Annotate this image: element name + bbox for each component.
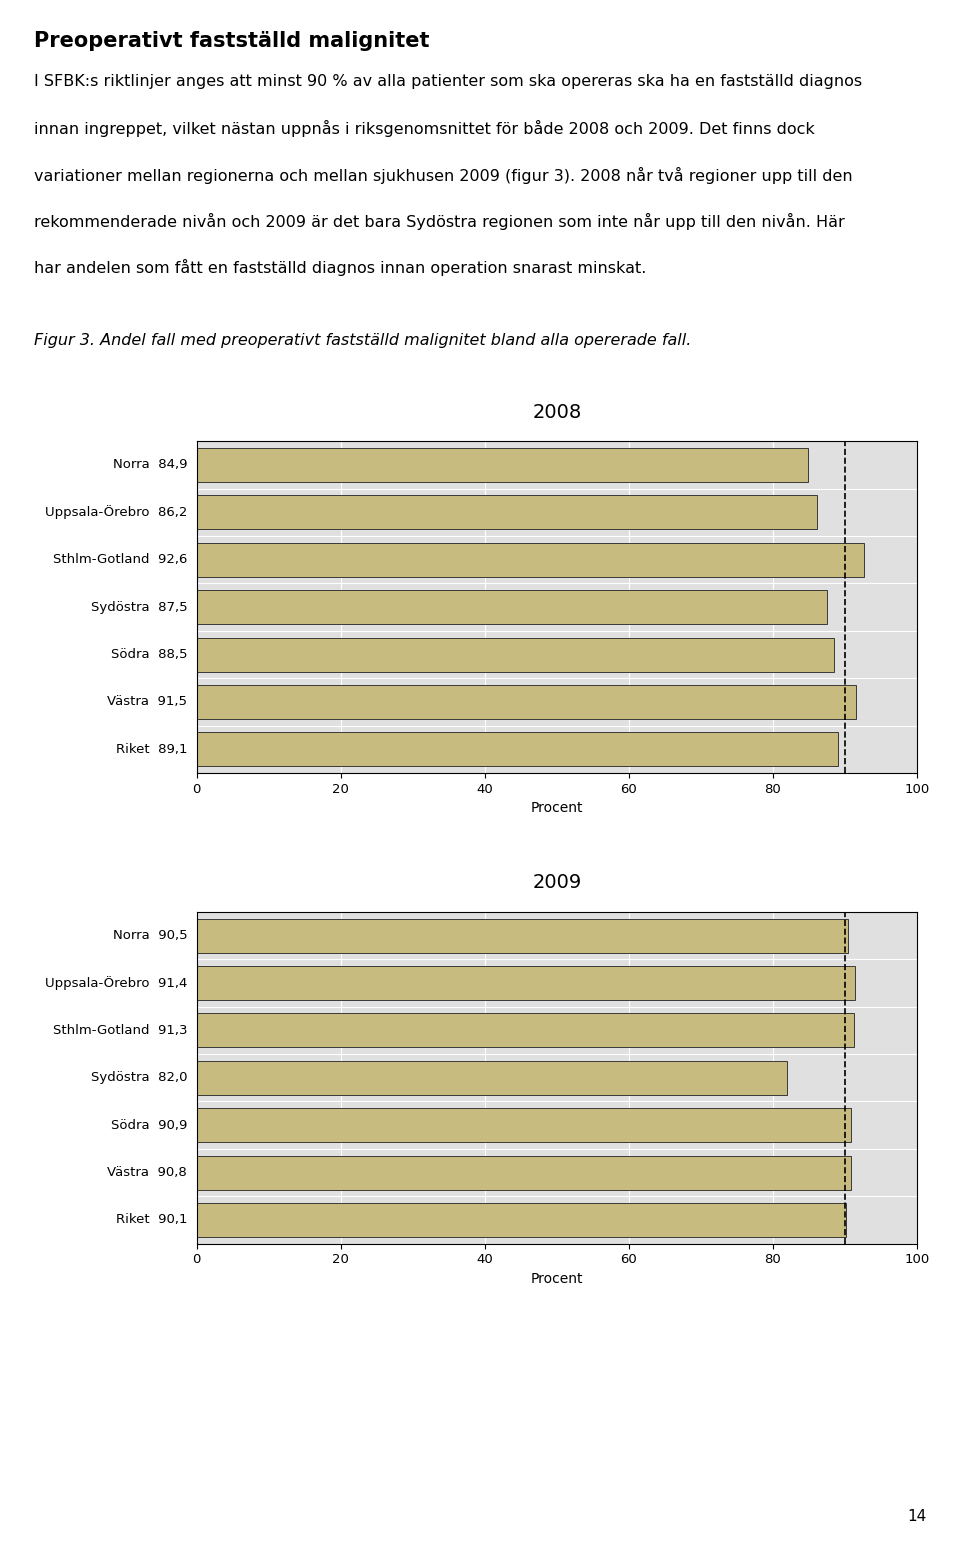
Text: Riket  89,1: Riket 89,1: [116, 742, 187, 756]
Text: Uppsala-Örebro  91,4: Uppsala-Örebro 91,4: [45, 977, 187, 991]
Bar: [197, 966, 854, 1000]
Bar: [197, 685, 855, 719]
X-axis label: Procent: Procent: [531, 1271, 583, 1285]
Text: I SFBK:s riktlinjer anges att minst 90 % av alla patienter som ska opereras ska : I SFBK:s riktlinjer anges att minst 90 %…: [34, 74, 862, 89]
Bar: [197, 733, 838, 767]
Bar: [197, 495, 817, 529]
Text: 14: 14: [907, 1509, 926, 1524]
Text: Sthlm-Gotland  92,6: Sthlm-Gotland 92,6: [53, 554, 187, 566]
Text: Uppsala-Örebro  86,2: Uppsala-Örebro 86,2: [45, 506, 187, 520]
Text: Södra  88,5: Södra 88,5: [110, 648, 187, 660]
Text: Västra  91,5: Västra 91,5: [108, 696, 187, 708]
Text: Sthlm-Gotland  91,3: Sthlm-Gotland 91,3: [53, 1025, 187, 1037]
Text: rekommenderade nivån och 2009 är det bara Sydöstra regionen som inte når upp til: rekommenderade nivån och 2009 är det bar…: [34, 213, 845, 230]
Bar: [197, 1204, 846, 1237]
Text: Riket  90,1: Riket 90,1: [116, 1213, 187, 1227]
Text: Västra  90,8: Västra 90,8: [108, 1167, 187, 1179]
Bar: [197, 543, 864, 577]
Text: Norra  90,5: Norra 90,5: [112, 929, 187, 943]
Text: 2008: 2008: [532, 403, 582, 421]
Text: Norra  84,9: Norra 84,9: [112, 458, 187, 472]
Text: Sydöstra  82,0: Sydöstra 82,0: [90, 1071, 187, 1085]
Text: variationer mellan regionerna och mellan sjukhusen 2009 (figur 3). 2008 når två : variationer mellan regionerna och mellan…: [34, 167, 852, 184]
Text: Södra  90,9: Södra 90,9: [110, 1119, 187, 1131]
Text: innan ingreppet, vilket nästan uppnås i riksgenomsnittet för både 2008 och 2009.: innan ingreppet, vilket nästan uppnås i …: [34, 120, 814, 137]
Bar: [197, 918, 849, 952]
Text: Preoperativt fastställd malignitet: Preoperativt fastställd malignitet: [34, 31, 429, 51]
Text: Figur 3. Andel fall med preoperativt fastställd malignitet bland alla opererade : Figur 3. Andel fall med preoperativt fas…: [34, 333, 691, 349]
Bar: [197, 1108, 852, 1142]
Bar: [197, 637, 834, 671]
X-axis label: Procent: Procent: [531, 801, 583, 815]
Bar: [197, 1060, 787, 1096]
Bar: [197, 1156, 851, 1190]
Text: Sydöstra  87,5: Sydöstra 87,5: [90, 600, 187, 614]
Bar: [197, 447, 808, 481]
Bar: [197, 589, 827, 625]
Text: har andelen som fått en fastställd diagnos innan operation snarast minskat.: har andelen som fått en fastställd diagn…: [34, 259, 646, 276]
Text: 2009: 2009: [532, 873, 582, 892]
Bar: [197, 1014, 854, 1048]
